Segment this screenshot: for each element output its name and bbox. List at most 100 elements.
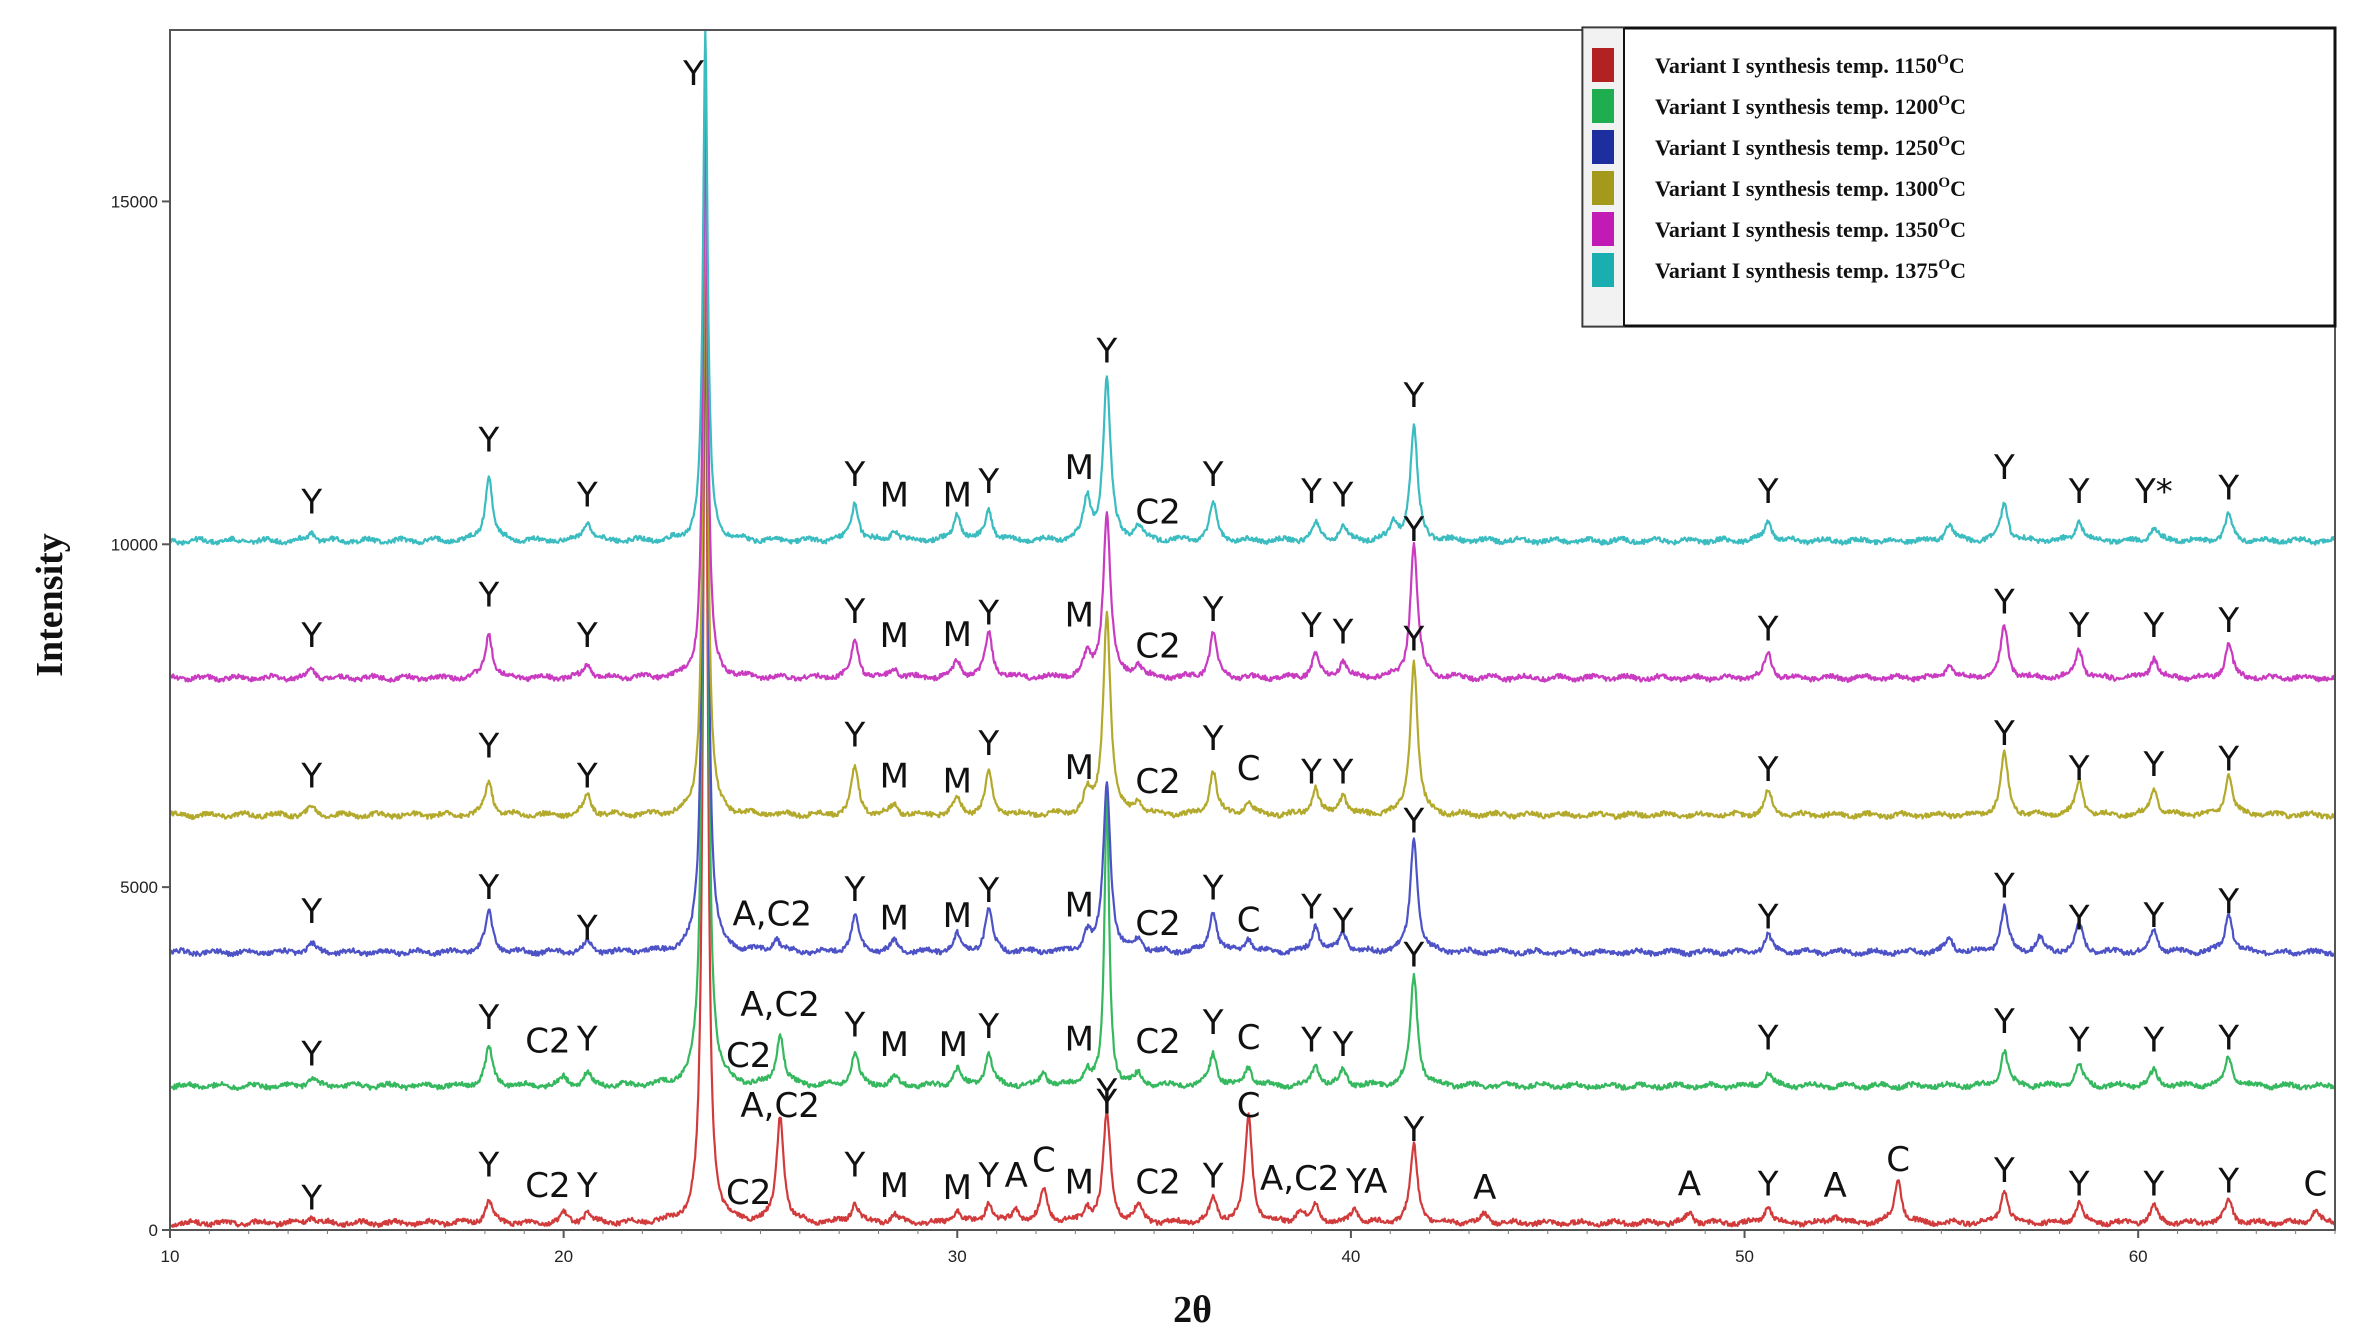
- peak-label: Y: [1993, 583, 2015, 623]
- peak-label: Y: [1095, 1082, 1117, 1122]
- peak-label: C: [2303, 1165, 2327, 1205]
- peak-label: C2: [1135, 762, 1180, 802]
- peak-label: M: [943, 762, 972, 802]
- axes-layer: 0 5000 10000 15000 10 20 30 40 50 60 2θ Intensity: [29, 29, 2336, 1331]
- peak-label: Y: [1300, 888, 1322, 928]
- legend-entry-superscript: O: [1938, 257, 1950, 273]
- legend-entry-unit: C: [1949, 53, 1965, 78]
- peak-label: M: [880, 616, 909, 656]
- legend-entry-unit: C: [1950, 217, 1966, 242]
- peak-label: Y: [1095, 1072, 1117, 1112]
- peak-label: Y: [1332, 1025, 1354, 1065]
- peak-label: Y: [2068, 749, 2090, 789]
- legend-entry-superscript: O: [1938, 93, 1950, 109]
- peak-label: Y: [844, 870, 866, 910]
- legend-entry-superscript: O: [1938, 175, 1950, 191]
- peak-label: Y: [300, 1034, 322, 1074]
- peak-label: A,C2: [740, 985, 819, 1025]
- legend-entry-text: Variant I synthesis temp. 1150: [1655, 53, 1937, 78]
- peak-label: M: [943, 476, 972, 516]
- peak-label: Y: [477, 576, 499, 616]
- peak-label: Y: [576, 476, 598, 516]
- peak-label: C2: [1135, 904, 1180, 944]
- peak-label: Y*: [2134, 472, 2173, 512]
- peak-label: Y: [576, 908, 598, 948]
- legend-entry-text: Variant I synthesis temp. 1200: [1655, 94, 1938, 119]
- peak-label: A: [1005, 1156, 1028, 1196]
- peak-label: Y: [1300, 606, 1322, 646]
- peak-label: Y: [1403, 801, 1425, 841]
- y-tick-label: 5000: [120, 878, 158, 897]
- peak-label: C: [1237, 1086, 1261, 1126]
- x-axis-title: 2θ: [1173, 1289, 1212, 1331]
- legend-box: [1581, 26, 2337, 328]
- peak-label: Y: [300, 757, 322, 797]
- peak-label: Y: [2143, 1021, 2165, 1061]
- peak-label: Y: [1095, 332, 1117, 372]
- plot-frame: [169, 29, 2336, 1231]
- peak-label: M: [880, 1166, 909, 1206]
- peak-label: M: [1065, 596, 1094, 636]
- peak-label: Y: [477, 868, 499, 908]
- peak-label: Y: [1993, 1002, 2015, 1042]
- x-tick-label: 40: [1341, 1247, 1360, 1266]
- peak-label: Y: [576, 1166, 598, 1206]
- peak-label: Y: [1993, 866, 2015, 906]
- series-line-5: [169, 105, 2336, 683]
- peak-label: Y: [2068, 1021, 2090, 1061]
- peak-label: Y: [1403, 936, 1425, 976]
- legend-entry-text: Variant I synthesis temp. 1375: [1655, 258, 1938, 283]
- peak-label: Y: [2143, 606, 2165, 646]
- peak-label: M: [880, 757, 909, 797]
- peak-label: M: [1065, 448, 1094, 488]
- y-tick-label: 10000: [111, 535, 158, 554]
- peak-label: Y: [1757, 1165, 1779, 1205]
- peak-label: Y: [1993, 714, 2015, 754]
- peak-label: M: [1065, 748, 1094, 788]
- peak-label: C2: [525, 1021, 570, 1061]
- peak-label: Y: [2217, 601, 2239, 641]
- peak-label: Y: [2068, 899, 2090, 939]
- peak-label: Y: [2068, 1165, 2090, 1205]
- peak-label: Y: [1757, 897, 1779, 937]
- legend-entry-text: Variant I synthesis temp. 1300: [1655, 176, 1938, 201]
- peak-label: C2: [1135, 1022, 1180, 1062]
- peak-label: Y: [300, 892, 322, 932]
- peak-label: Y: [1757, 609, 1779, 649]
- peak-label: Y: [576, 1019, 598, 1059]
- peak-label: Y: [2217, 740, 2239, 780]
- peak-label: Y: [682, 54, 704, 94]
- x-tick-label: 50: [1735, 1247, 1754, 1266]
- peak-label: C: [1886, 1140, 1910, 1180]
- legend-entry: Variant I synthesis temp. 1250OC: [1655, 134, 1966, 160]
- peak-label: Y: [1403, 510, 1425, 550]
- peak-label: Y: [844, 455, 866, 495]
- peak-label: Y: [977, 871, 999, 911]
- series-line-2: [169, 71, 2337, 1091]
- peak-label: Y: [1300, 472, 1322, 512]
- peak-label: M: [880, 1025, 909, 1065]
- legend: Variant I synthesis temp. 1150OCVariant …: [1581, 26, 2337, 328]
- peak-label: Y: [477, 998, 499, 1038]
- x-tick-label: 10: [161, 1247, 180, 1266]
- y-tick-label: 15000: [111, 192, 158, 211]
- peak-label: C2: [1135, 626, 1180, 666]
- legend-entry-superscript: O: [1938, 134, 1950, 150]
- peak-label: Y: [1332, 753, 1354, 793]
- peak-label: C2: [726, 1036, 771, 1076]
- legend-entry-unit: C: [1950, 94, 1966, 119]
- peak-label: Y: [1993, 448, 2015, 488]
- peak-label: Y: [2217, 1019, 2239, 1059]
- peak-label: Y: [1332, 613, 1354, 653]
- peak-label: Y: [1757, 750, 1779, 790]
- peak-label: Y: [1202, 719, 1224, 759]
- peak-label: M: [943, 615, 972, 655]
- peak-label: Y: [576, 616, 598, 656]
- legend-entry-text: Variant I synthesis temp. 1350: [1655, 217, 1938, 242]
- peak-label: Y: [1757, 472, 1779, 512]
- x-tick-label: 30: [948, 1247, 967, 1266]
- legend-swatch: [1592, 130, 1614, 164]
- peak-label: Y: [977, 1007, 999, 1047]
- legend-entry: Variant I synthesis temp. 1300OC: [1655, 175, 1966, 201]
